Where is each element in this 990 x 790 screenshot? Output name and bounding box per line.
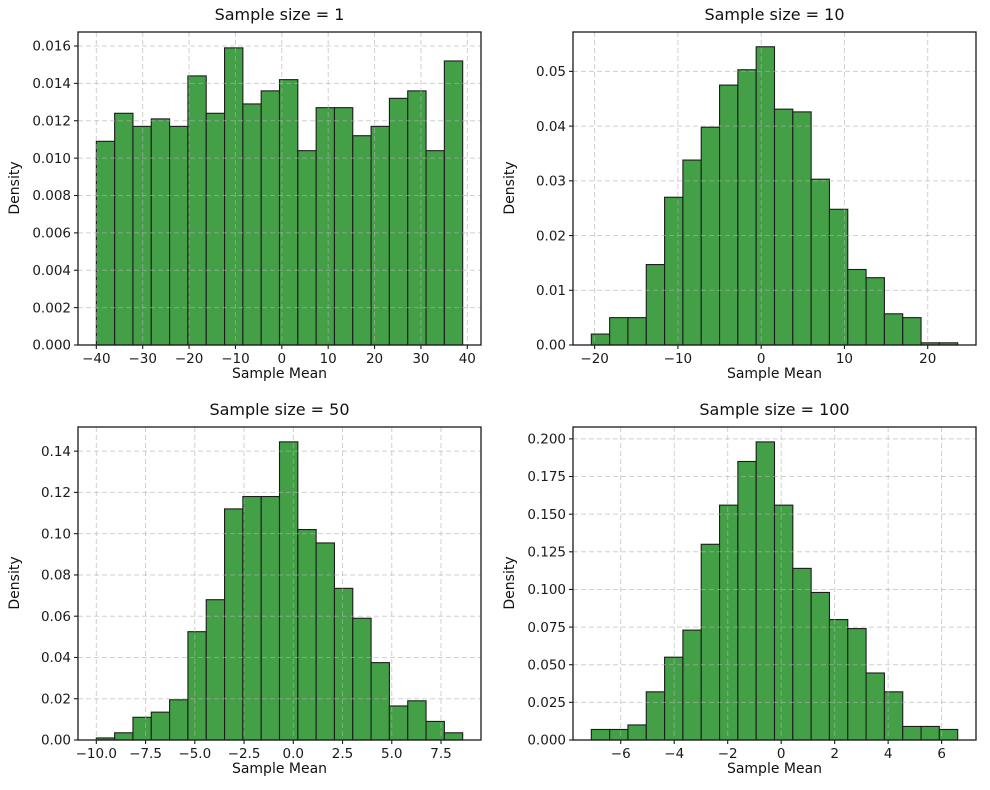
svg-text:−5.0: −5.0 [178,746,211,762]
svg-text:0.02: 0.02 [536,228,566,244]
svg-text:−10: −10 [221,351,250,367]
svg-text:−6: −6 [611,746,631,762]
svg-text:0.004: 0.004 [32,263,71,279]
svg-text:5.0: 5.0 [381,746,402,762]
x-axis-label: Sample Mean [726,366,823,382]
svg-text:20: 20 [366,351,383,367]
svg-text:0.0: 0.0 [283,746,304,762]
svg-text:−20: −20 [175,351,204,367]
x-axis-label: Sample Mean [726,761,823,777]
plot-title: Sample size = 10 [704,5,845,24]
svg-text:0.04: 0.04 [536,119,566,135]
svg-text:−2.5: −2.5 [228,746,261,762]
svg-text:10: 10 [836,351,853,367]
plot-title: Sample size = 100 [699,400,850,419]
svg-text:0.050: 0.050 [527,657,566,673]
svg-text:−4: −4 [664,746,684,762]
svg-text:20: 20 [919,351,936,367]
y-axis-label: Density [7,556,23,610]
x-axis-label: Sample Mean [231,761,328,777]
svg-text:0.006: 0.006 [32,226,71,242]
svg-text:0.100: 0.100 [527,582,566,598]
y-axis-label: Density [7,161,23,215]
svg-text:−20: −20 [580,351,609,367]
svg-text:0.04: 0.04 [41,650,71,666]
histogram-sample-size-10: −20 −10 0 10 20 0.00 0.01 0.02 0.03 0.04 0.05 [536,31,977,367]
svg-text:10: 10 [320,351,337,367]
svg-text:0.016: 0.016 [32,39,71,55]
svg-text:−10.0: −10.0 [76,746,117,762]
plot-title: Sample size = 50 [209,400,350,419]
svg-text:0.014: 0.014 [32,76,71,92]
svg-text:0.075: 0.075 [527,620,566,636]
svg-text:0.05: 0.05 [536,64,566,80]
y-axis-label: Density [502,556,518,610]
svg-text:0.000: 0.000 [527,733,566,749]
svg-text:−7.5: −7.5 [129,746,162,762]
subplot-sample-size-10: −20 −10 0 10 20 0.00 0.01 0.02 0.03 0.04 0.05 Samp… [495,0,990,395]
svg-text:0.002: 0.002 [32,300,71,316]
svg-text:0: 0 [278,351,287,367]
svg-text:0.00: 0.00 [536,338,566,354]
svg-text:0.08: 0.08 [41,568,71,584]
svg-text:0.01: 0.01 [536,283,566,299]
svg-text:0: 0 [757,351,766,367]
svg-text:0.02: 0.02 [41,691,71,707]
subplot-sample-size-50: −10.0 −7.5 −5.0 −2.5 0.0 2.5 5.0 7.5 0.00 0.02 0.0… [0,395,495,790]
svg-text:0.025: 0.025 [527,695,566,711]
svg-text:0.010: 0.010 [32,151,71,167]
svg-text:0.012: 0.012 [32,113,71,129]
svg-text:0.14: 0.14 [41,444,71,460]
x-axis-label: Sample Mean [231,366,328,382]
svg-text:2.5: 2.5 [332,746,353,762]
svg-text:40: 40 [459,351,476,367]
plot-title: Sample size = 1 [214,5,345,24]
svg-text:−30: −30 [128,351,157,367]
svg-text:0.200: 0.200 [527,432,566,448]
svg-text:−40: −40 [82,351,111,367]
y-axis-label: Density [502,161,518,215]
svg-text:0.12: 0.12 [41,485,71,501]
svg-text:0.175: 0.175 [527,469,566,485]
svg-text:0.00: 0.00 [41,733,71,749]
svg-text:0.10: 0.10 [41,526,71,542]
histogram-sample-size-100: −6 −4 −2 0 2 4 6 0.000 0.025 0.050 0.075 0.100 0.125… [527,426,977,762]
svg-text:0.150: 0.150 [527,507,566,523]
svg-text:6: 6 [937,746,946,762]
histogram-sample-size-1: −40 −30 −20 −10 0 10 20 30 40 0.000 0.002 0.004 0.00… [32,31,482,367]
subplot-sample-size-100: −6 −4 −2 0 2 4 6 0.000 0.025 0.050 0.075 0.100 0.125… [495,395,990,790]
svg-text:30: 30 [412,351,429,367]
svg-text:0.125: 0.125 [527,545,566,561]
subplot-sample-size-1: −40 −30 −20 −10 0 10 20 30 40 0.000 0.002 0.004 0.00… [0,0,495,395]
svg-text:−10: −10 [664,351,693,367]
histogram-sample-size-50: −10.0 −7.5 −5.0 −2.5 0.0 2.5 5.0 7.5 0.00 0.02 0.0… [41,426,482,762]
svg-text:0.000: 0.000 [32,338,71,354]
svg-text:−2: −2 [718,746,738,762]
svg-text:4: 4 [884,746,893,762]
svg-text:0.06: 0.06 [41,609,71,625]
svg-text:2: 2 [830,746,839,762]
svg-text:0.008: 0.008 [32,188,71,204]
svg-text:7.5: 7.5 [430,746,451,762]
svg-text:0.03: 0.03 [536,174,566,190]
svg-text:0: 0 [777,746,786,762]
